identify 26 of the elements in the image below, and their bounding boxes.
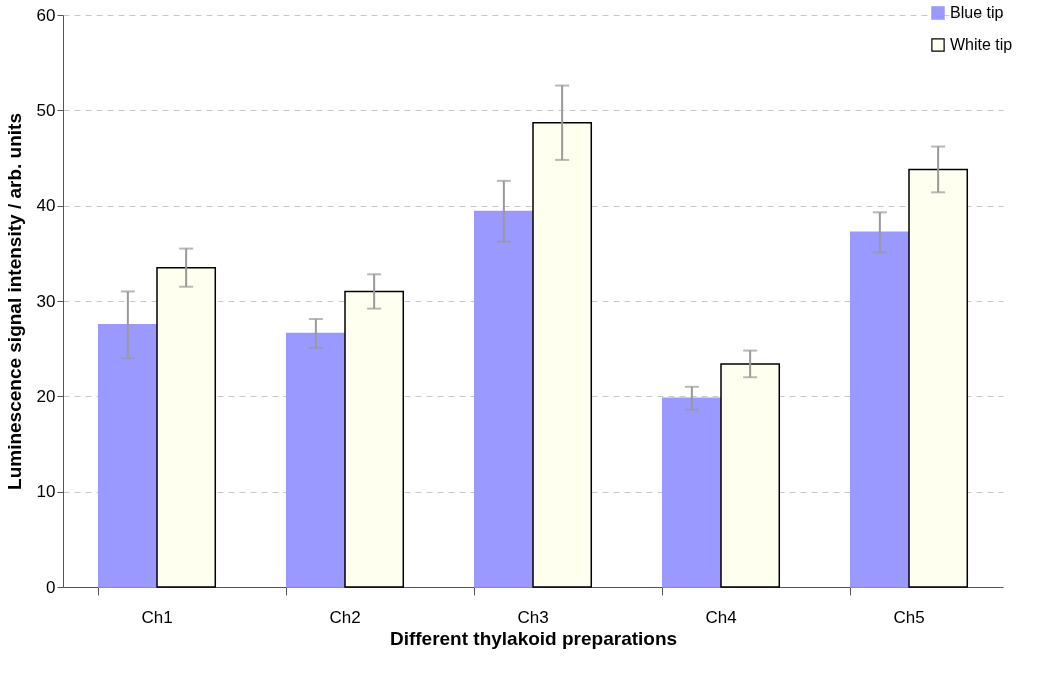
bar	[97, 324, 158, 588]
y-tick-label: 40	[36, 196, 56, 216]
bar	[661, 397, 722, 588]
y-tick-label: 0	[46, 577, 56, 597]
x-tick-label: Ch4	[705, 607, 737, 627]
legend-label: White tip	[950, 36, 1013, 53]
bar	[285, 332, 346, 588]
bar	[908, 168, 969, 588]
y-tick-label: 30	[36, 291, 56, 311]
bar	[344, 290, 405, 588]
y-axis-title: Luminescence signal intensity / arb. units	[3, 113, 25, 490]
x-tick-label: Ch1	[141, 607, 173, 627]
x-tick-label: Ch3	[517, 607, 549, 627]
x-axis-title: Different thylakoid preparations	[389, 627, 678, 649]
y-tick-label: 50	[36, 100, 56, 120]
bar	[849, 231, 910, 588]
x-tick-label: Ch5	[893, 607, 925, 627]
bar	[473, 210, 534, 588]
bar	[156, 266, 217, 588]
y-tick-label: 20	[36, 386, 56, 406]
y-tick-label: 10	[36, 482, 56, 502]
bar	[532, 121, 593, 588]
y-tick-label: 60	[36, 5, 56, 25]
x-tick-label: Ch2	[329, 607, 361, 627]
legend-label: Blue tip	[950, 4, 1004, 21]
bar	[720, 363, 781, 588]
